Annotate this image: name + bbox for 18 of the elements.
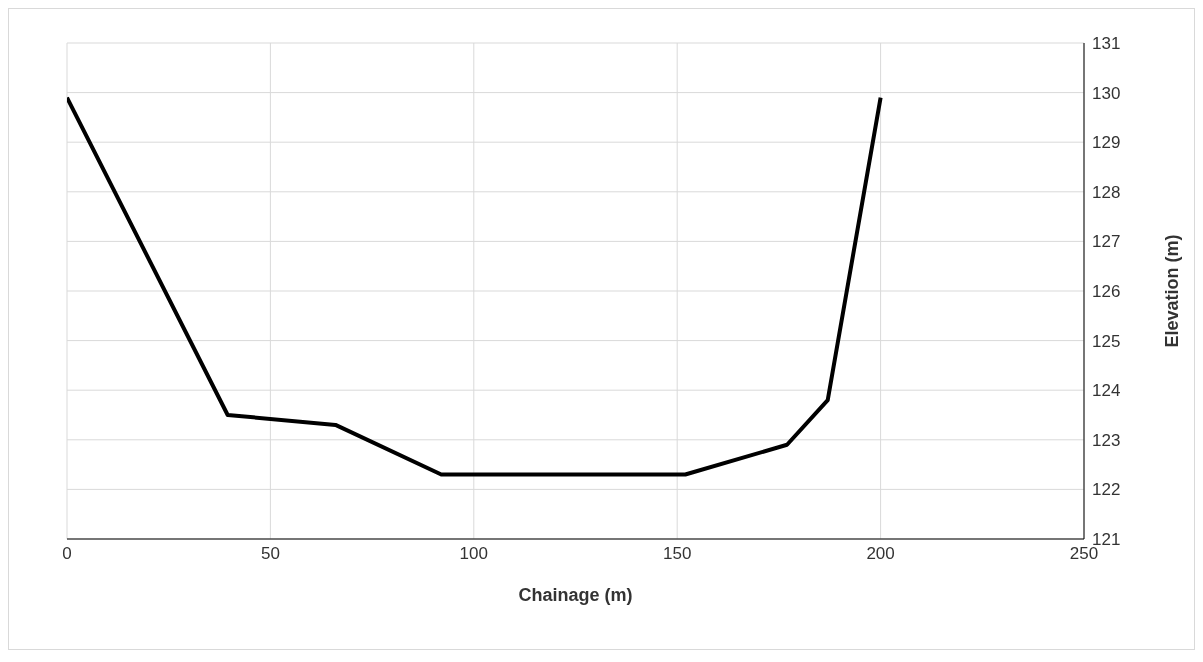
y-tick-label: 126 — [1092, 282, 1121, 302]
x-tick-label: 0 — [62, 544, 72, 564]
x-axis-title: Chainage (m) — [518, 585, 633, 605]
line-series — [67, 95, 883, 477]
x-tick-label: 50 — [260, 544, 280, 564]
y-tick-label: 127 — [1092, 232, 1121, 252]
y-tick-label: 123 — [1092, 430, 1121, 450]
y-tick-label: 130 — [1092, 83, 1121, 103]
y-tick-label: 124 — [1092, 381, 1121, 401]
y-tick-label: 131 — [1092, 34, 1121, 54]
y-tick-label: 129 — [1092, 133, 1121, 153]
x-tick-label: 200 — [866, 544, 895, 564]
x-tick-label: 150 — [663, 544, 692, 564]
y-tick-label: 128 — [1092, 182, 1121, 202]
y-axis-title: Elevation (m) — [1162, 234, 1183, 348]
x-tick-label: 100 — [459, 544, 488, 564]
y-tick-label: 122 — [1092, 480, 1121, 500]
y-tick-label: 125 — [1092, 331, 1121, 351]
